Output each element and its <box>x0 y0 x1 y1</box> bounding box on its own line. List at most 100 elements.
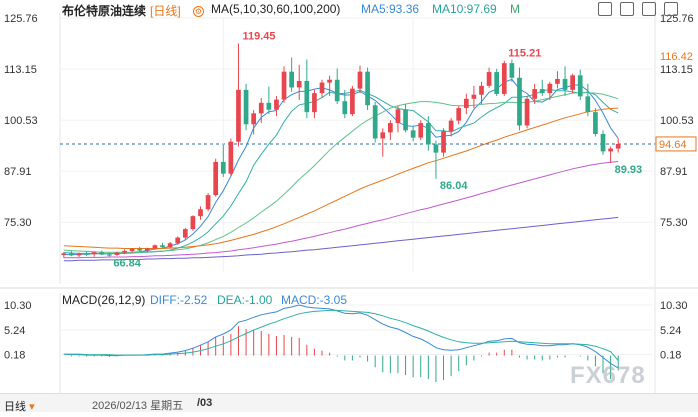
price-annotation: 89.93 <box>615 164 643 176</box>
candle-body <box>167 243 173 248</box>
price-tick-left: 125.76 <box>4 13 38 25</box>
candle-body <box>144 248 150 251</box>
candle-body <box>160 245 165 248</box>
candle-body <box>258 102 264 114</box>
ma-line-ma200 <box>63 216 619 262</box>
candle-body <box>266 102 272 110</box>
macd-tick-left: 5.24 <box>4 325 25 337</box>
candle-body <box>122 250 127 253</box>
candle-body <box>615 143 621 149</box>
footer-bar <box>0 393 698 412</box>
macd-dea-line <box>63 309 619 361</box>
candle-body <box>441 131 446 153</box>
candle-body <box>532 89 538 99</box>
macd-diff-value: DIFF:-2.52 <box>150 293 208 307</box>
settings-icon[interactable]: ⚙ <box>193 6 204 17</box>
candle-body <box>425 123 431 145</box>
macd-tick-right: 0.18 <box>660 350 681 362</box>
candle-body <box>509 63 515 78</box>
candle-body <box>448 120 454 132</box>
candle-body <box>251 113 257 125</box>
watermark: FX678 <box>570 362 646 389</box>
window-icon[interactable] <box>642 2 656 16</box>
macd-label[interactable]: MACD(26,12,9) <box>62 293 146 307</box>
candle-body <box>213 161 219 196</box>
candle-body <box>327 79 332 83</box>
price-tick-left: 75.30 <box>4 217 32 229</box>
price-tick-left: 113.15 <box>4 64 37 76</box>
candle-body <box>608 148 613 152</box>
candle-body <box>365 71 370 106</box>
period-label[interactable]: [日线] <box>150 4 181 18</box>
chart-title: 布伦特原油连续 <box>62 2 146 19</box>
annotation-layer: 119.45 115.21 86.04 89.93 66.84 <box>113 31 642 270</box>
candle-body <box>350 88 355 115</box>
candle-body <box>418 123 424 138</box>
price-annotation: 86.04 <box>440 180 468 192</box>
candle-body <box>198 209 203 217</box>
price-tick-left: 100.53 <box>4 115 38 127</box>
candle-body <box>281 71 287 100</box>
ma5-value: MA5:93.36 <box>361 2 420 16</box>
candle-body <box>463 98 469 109</box>
candle-body <box>547 83 553 94</box>
candle-body <box>312 93 317 113</box>
candle-body <box>517 77 522 126</box>
candle-body <box>129 248 135 251</box>
candle-body <box>99 252 105 255</box>
candle-body <box>243 89 249 125</box>
candle-body <box>388 123 393 133</box>
instrument-name: 布伦特原油连续 <box>62 4 147 18</box>
price-annotation: 119.45 <box>242 31 275 43</box>
candle-body <box>137 248 143 251</box>
macd-tick-left: 0.18 <box>4 350 25 362</box>
candle-body <box>296 80 302 88</box>
price-tick-right: 75.30 <box>660 217 688 229</box>
candle-body <box>357 71 363 89</box>
candle-body <box>562 78 568 90</box>
period-button[interactable]: 日线 ▾ <box>4 401 35 413</box>
candle-body <box>289 71 294 88</box>
ma-label[interactable]: MA(5,10,30,60,100,200) <box>211 2 341 16</box>
candle-body <box>570 75 575 90</box>
current-price-box <box>655 136 697 152</box>
candle-body <box>555 78 560 84</box>
candle-body <box>319 82 325 94</box>
macd-tick-left: 10.30 <box>4 300 32 312</box>
candle-body <box>69 253 74 256</box>
candle-body <box>114 252 120 256</box>
price-tick-right: 125.76 <box>660 13 694 25</box>
candle-body <box>486 72 492 86</box>
grid-icon[interactable] <box>598 2 612 16</box>
price-annotation: 66.84 <box>113 257 141 269</box>
candle-body <box>539 89 545 94</box>
candle-body <box>228 141 234 174</box>
close-icon[interactable] <box>664 2 678 16</box>
candle-body <box>585 96 591 113</box>
candle-body <box>372 105 378 139</box>
cursor-date-suffix: /03 <box>197 397 213 409</box>
price-tick-right: 87.91 <box>660 166 688 178</box>
candle-body <box>91 252 97 255</box>
expand-icon[interactable] <box>620 2 634 16</box>
ma10-value: MA10:97.69 <box>432 2 497 16</box>
candle-body <box>479 85 484 95</box>
candle-body <box>342 101 348 115</box>
candle-body <box>380 132 386 139</box>
candle-body <box>410 130 416 138</box>
price-tick-right: 100.53 <box>660 115 694 127</box>
candle-body <box>471 94 477 99</box>
candle-body <box>395 109 401 124</box>
ma-more-value: M <box>510 2 520 16</box>
macd-hist-value: MACD:-3.05 <box>281 293 348 307</box>
candle-layer <box>61 43 621 258</box>
candle-body <box>220 161 226 174</box>
price-tick-right: 113.15 <box>660 64 693 76</box>
candle-body <box>304 80 310 113</box>
macd-dea-value: DEA:-1.00 <box>217 293 273 307</box>
candle-body <box>175 237 181 244</box>
candle-body <box>600 133 606 152</box>
candle-body <box>61 253 67 256</box>
candle-body <box>190 216 196 230</box>
